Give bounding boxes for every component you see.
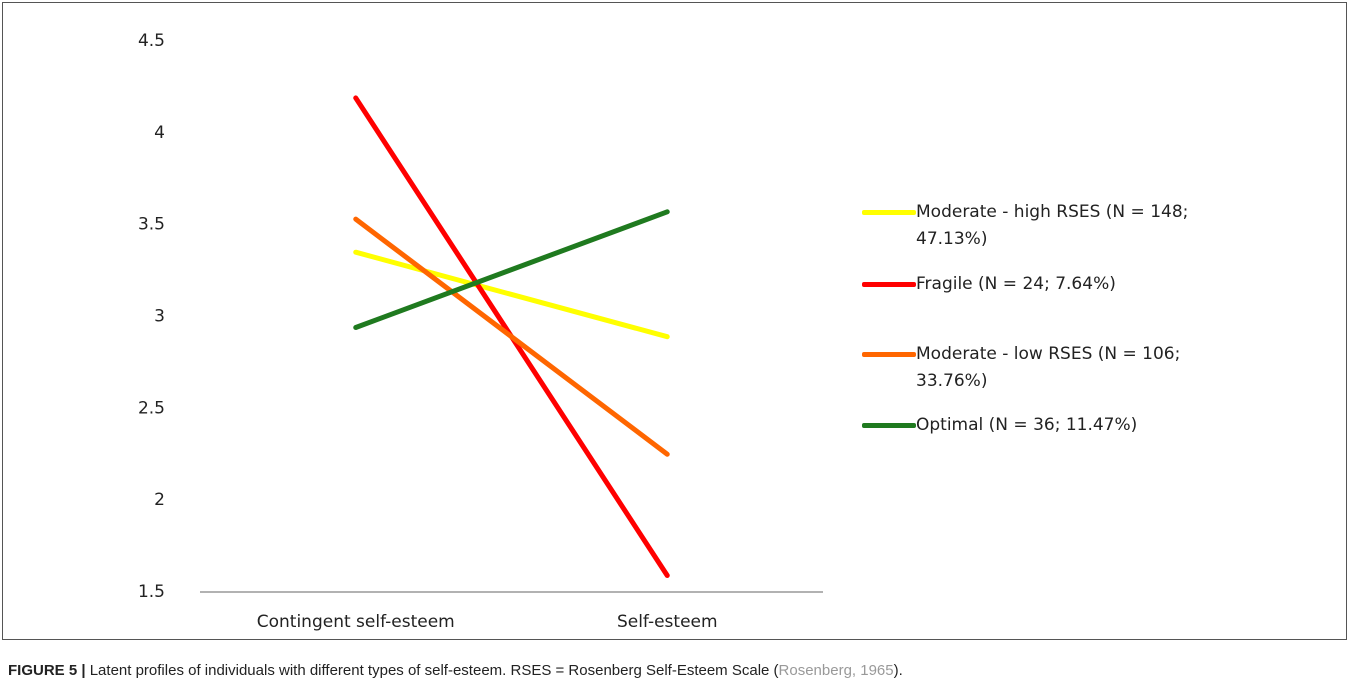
legend-item: Optimal (N = 36; 11.47%) xyxy=(862,412,1192,439)
caption-end: ). xyxy=(893,662,903,679)
caption-text: Latent profiles of individuals with diff… xyxy=(85,662,779,679)
legend-label: Fragile (N = 24; 7.64%) xyxy=(916,274,1116,294)
legend-item: Moderate - low RSES (N = 106; 33.76%) xyxy=(862,341,1192,395)
caption-label: FIGURE 5 | xyxy=(8,662,86,679)
figure-frame xyxy=(2,2,1347,640)
legend-swatch xyxy=(862,423,916,428)
legend-item: Fragile (N = 24; 7.64%) xyxy=(862,271,1192,298)
y-tick-label: 2.5 xyxy=(138,398,165,418)
x-tick-label: Self-esteem xyxy=(617,612,718,632)
citation-link[interactable]: Rosenberg, 1965 xyxy=(778,662,894,679)
x-tick-label: Contingent self-esteem xyxy=(257,612,455,632)
series-line xyxy=(353,216,670,457)
legend-label: Optimal (N = 36; 11.47%) xyxy=(916,415,1138,435)
y-tick-label: 4 xyxy=(154,123,165,143)
y-tick-label: 4.5 xyxy=(138,31,165,51)
chart: 1.5 2 2.5 3 3.5 4 4.5 Contingent self-esteem Sel… xyxy=(138,31,823,632)
series-line xyxy=(353,209,670,331)
legend-label: Moderate - high RSES (N = 148; 47.13%) xyxy=(916,202,1189,249)
y-tick-label: 1.5 xyxy=(138,582,165,602)
series-line xyxy=(353,249,670,340)
legend-swatch xyxy=(862,210,916,215)
caption: FIGURE 5 | Latent profiles of individual… xyxy=(8,662,903,679)
legend-swatch xyxy=(862,282,916,287)
y-tick-label: 2 xyxy=(154,490,165,510)
y-tick-label: 3 xyxy=(154,307,165,327)
legend-swatch xyxy=(862,352,916,357)
legend-label: Moderate - low RSES (N = 106; 33.76%) xyxy=(916,344,1181,391)
y-tick-label: 3.5 xyxy=(138,215,165,235)
legend-item: Moderate - high RSES (N = 148; 47.13%) xyxy=(862,199,1192,253)
